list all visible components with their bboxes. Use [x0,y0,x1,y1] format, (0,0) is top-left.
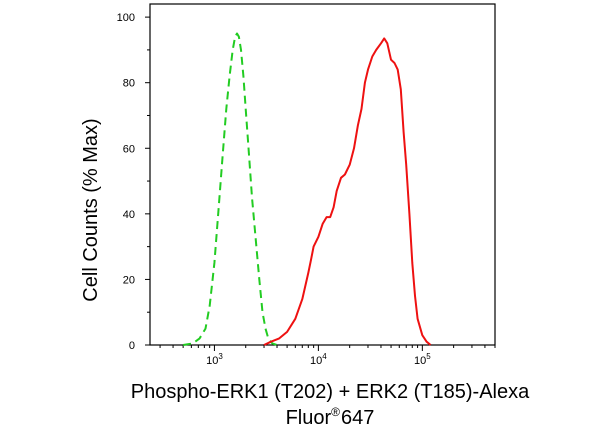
y-tick-label: 20 [123,274,135,286]
x-tick-label: 105 [414,352,431,367]
plot-frame [149,3,496,346]
y-tick-label: 0 [129,340,135,352]
series-layer [182,32,432,346]
x-axis-title-647: 647 [341,407,374,429]
y-axis: 0 20 40 60 80 100 [117,12,150,352]
x-tick-exponent: 5 [426,352,431,361]
x-axis: 103 104 105 [159,345,496,367]
x-tick-label: 103 [206,352,223,367]
y-tick-label: 80 [123,78,135,90]
x-axis-title-fluor: Fluor [286,407,332,429]
x-tick-label: 104 [310,352,327,367]
x-axis-title-line2: Fluor®647 [286,405,375,429]
y-tick-label: 100 [117,12,135,24]
y-tick-label: 60 [123,143,135,155]
x-axis-title-line1: Phospho-ERK1 (T202) + ERK2 (T185)-Alexa [131,381,530,403]
sample-histogram-line [263,37,432,346]
plot-border [149,3,496,346]
x-tick-exponent: 4 [322,352,327,361]
y-tick-label: 40 [123,209,135,221]
y-axis-title: Cell Counts (% Max) [80,118,102,301]
control-histogram-line [182,32,278,346]
x-tick-exponent: 3 [218,352,223,361]
registered-mark: ® [331,405,340,419]
